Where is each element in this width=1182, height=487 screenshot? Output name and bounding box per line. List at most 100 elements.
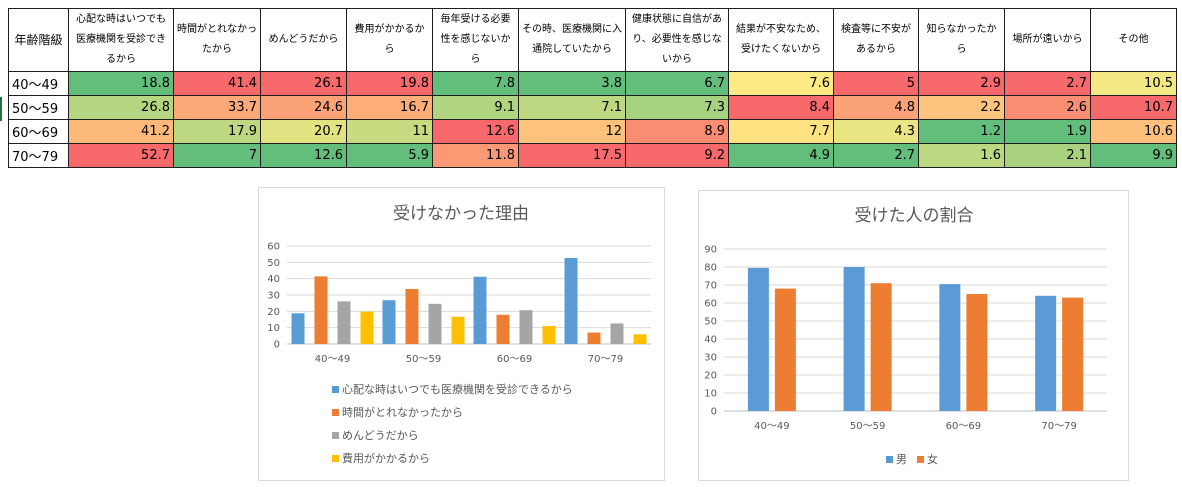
heat-table: 年齢階級 心配な時はいつでも医療機関を受診できるから 時間がとれなかったから め… <box>8 8 1177 168</box>
value-cell[interactable]: 6.7 <box>625 71 729 96</box>
cell-selection-marker <box>0 97 5 121</box>
header-cell[interactable]: 年齢階級 <box>8 8 69 72</box>
bar <box>405 288 419 344</box>
table-row: 70～79 52.7 7 12.6 5.9 11.8 17.5 9.2 4.9 … <box>8 143 1177 168</box>
value-cell[interactable]: 7.8 <box>432 71 519 96</box>
chart-title: 受けた人の割合 <box>855 206 974 226</box>
bar <box>939 284 961 411</box>
value-cell[interactable]: 8.9 <box>625 119 729 144</box>
value-cell[interactable]: 10.7 <box>1090 95 1177 120</box>
value-cell[interactable]: 5 <box>833 71 919 96</box>
value-cell[interactable]: 7.6 <box>728 71 834 96</box>
bar <box>587 332 601 344</box>
value-cell[interactable]: 20.7 <box>260 119 347 144</box>
chart-title: 受けなかった理由 <box>393 204 529 224</box>
value-cell[interactable]: 7.1 <box>518 95 626 120</box>
age-cell[interactable]: 50～59 <box>8 95 69 120</box>
value-cell[interactable]: 9.1 <box>432 95 519 120</box>
y-tick-label: 70 <box>704 281 717 292</box>
legend-swatch <box>332 409 339 416</box>
header-cell[interactable]: その他 <box>1090 8 1177 72</box>
value-cell[interactable]: 11 <box>346 119 433 144</box>
header-cell[interactable]: 場所が遠いから <box>1004 8 1091 72</box>
x-tick-label: 70～79 <box>588 354 623 365</box>
value-cell[interactable]: 18.8 <box>68 71 174 96</box>
table-row: 50～59 26.8 33.7 24.6 16.7 9.1 7.1 7.3 8.… <box>8 95 1177 120</box>
value-cell[interactable]: 12 <box>518 119 626 144</box>
value-cell[interactable]: 19.8 <box>346 71 433 96</box>
value-cell[interactable]: 4.3 <box>833 119 919 144</box>
bar <box>564 257 578 344</box>
value-cell[interactable]: 41.2 <box>68 119 174 144</box>
value-cell[interactable]: 33.7 <box>173 95 261 120</box>
value-cell[interactable]: 12.6 <box>260 143 347 168</box>
value-cell[interactable]: 4.8 <box>833 95 919 120</box>
header-cell[interactable]: 心配な時はいつでも医療機関を受診できるから <box>68 8 174 72</box>
value-cell[interactable]: 52.7 <box>68 143 174 168</box>
value-cell[interactable]: 1.6 <box>918 143 1005 168</box>
value-cell[interactable]: 1.2 <box>918 119 1005 144</box>
legend-label: 時間がとれなかったから <box>342 405 463 419</box>
table-row: 40～49 18.8 41.4 26.1 19.8 7.8 3.8 6.7 7.… <box>8 71 1177 96</box>
header-cell[interactable]: 結果が不安なため、受けたくないから <box>728 8 834 72</box>
value-cell[interactable]: 10.6 <box>1090 119 1177 144</box>
ratio-chart[interactable]: 受けた人の割合 0 10 20 30 40 50 60 70 80 90 40～49 50～59 60～6… <box>698 190 1129 481</box>
value-cell[interactable]: 4.9 <box>728 143 834 168</box>
value-cell[interactable]: 11.8 <box>432 143 519 168</box>
value-cell[interactable]: 1.9 <box>1004 119 1091 144</box>
bar <box>496 314 510 344</box>
value-cell[interactable]: 17.5 <box>518 143 626 168</box>
value-cell[interactable]: 2.9 <box>918 71 1005 96</box>
y-tick-label: 0 <box>711 407 717 418</box>
bar <box>382 300 396 344</box>
value-cell[interactable]: 7 <box>173 143 261 168</box>
value-cell[interactable]: 9.9 <box>1090 143 1177 168</box>
age-cell[interactable]: 70～79 <box>8 143 69 168</box>
bar <box>1035 295 1057 411</box>
value-cell[interactable]: 26.1 <box>260 71 347 96</box>
value-cell[interactable]: 17.9 <box>173 119 261 144</box>
value-cell[interactable]: 10.5 <box>1090 71 1177 96</box>
legend-swatch <box>332 386 339 393</box>
header-cell[interactable]: 検査等に不安があるから <box>833 8 919 72</box>
value-cell[interactable]: 2.1 <box>1004 143 1091 168</box>
reasons-chart[interactable]: 受けなかった理由 0 10 20 30 40 50 60 40～49 50～59 60～69 70～7… <box>258 187 665 481</box>
value-cell[interactable]: 16.7 <box>346 95 433 120</box>
value-cell[interactable]: 2.7 <box>1004 71 1091 96</box>
y-tick-label: 40 <box>267 274 280 285</box>
age-cell[interactable]: 60～69 <box>8 119 69 144</box>
header-cell[interactable]: めんどうだから <box>260 8 347 72</box>
value-cell[interactable]: 24.6 <box>260 95 347 120</box>
age-cell[interactable]: 40～49 <box>8 71 69 96</box>
header-row: 年齢階級 心配な時はいつでも医療機関を受診できるから 時間がとれなかったから め… <box>8 8 1177 72</box>
value-cell[interactable]: 2.2 <box>918 95 1005 120</box>
value-cell[interactable]: 5.9 <box>346 143 433 168</box>
value-cell[interactable]: 41.4 <box>173 71 261 96</box>
header-cell[interactable]: 時間がとれなかったから <box>173 8 261 72</box>
header-cell[interactable]: 知らなかったから <box>918 8 1005 72</box>
y-tick-label: 10 <box>704 389 717 400</box>
value-cell[interactable]: 7.3 <box>625 95 729 120</box>
y-tick-label: 40 <box>704 335 717 346</box>
value-cell[interactable]: 7.7 <box>728 119 834 144</box>
header-cell[interactable]: 費用がかかるから <box>346 8 433 72</box>
y-tick-label: 10 <box>267 323 280 334</box>
x-tick-label: 40～49 <box>754 421 789 432</box>
legend-label: めんどうだから <box>342 429 419 442</box>
value-cell[interactable]: 26.8 <box>68 95 174 120</box>
value-cell[interactable]: 2.6 <box>1004 95 1091 120</box>
value-cell[interactable]: 9.2 <box>625 143 729 168</box>
header-cell[interactable]: 毎年受ける必要性を感じないから <box>432 8 519 72</box>
header-cell[interactable]: その時、医療機関に入通院していたから <box>518 8 626 72</box>
value-cell[interactable]: 12.6 <box>432 119 519 144</box>
y-tick-label: 30 <box>704 353 717 364</box>
legend-swatch <box>886 456 893 463</box>
value-cell[interactable]: 3.8 <box>518 71 626 96</box>
header-cell[interactable]: 健康状態に自信があり、必要性を感じないから <box>625 8 729 72</box>
y-tick-label: 60 <box>704 299 717 310</box>
bar <box>473 276 487 344</box>
legend-label: 心配な時はいつでも医療機関を受診できるから <box>342 382 573 396</box>
value-cell[interactable]: 2.7 <box>833 143 919 168</box>
reasons-chart-svg: 受けなかった理由 0 10 20 30 40 50 60 40～49 50～59 60～69 70～7… <box>267 204 651 465</box>
value-cell[interactable]: 8.4 <box>728 95 834 120</box>
